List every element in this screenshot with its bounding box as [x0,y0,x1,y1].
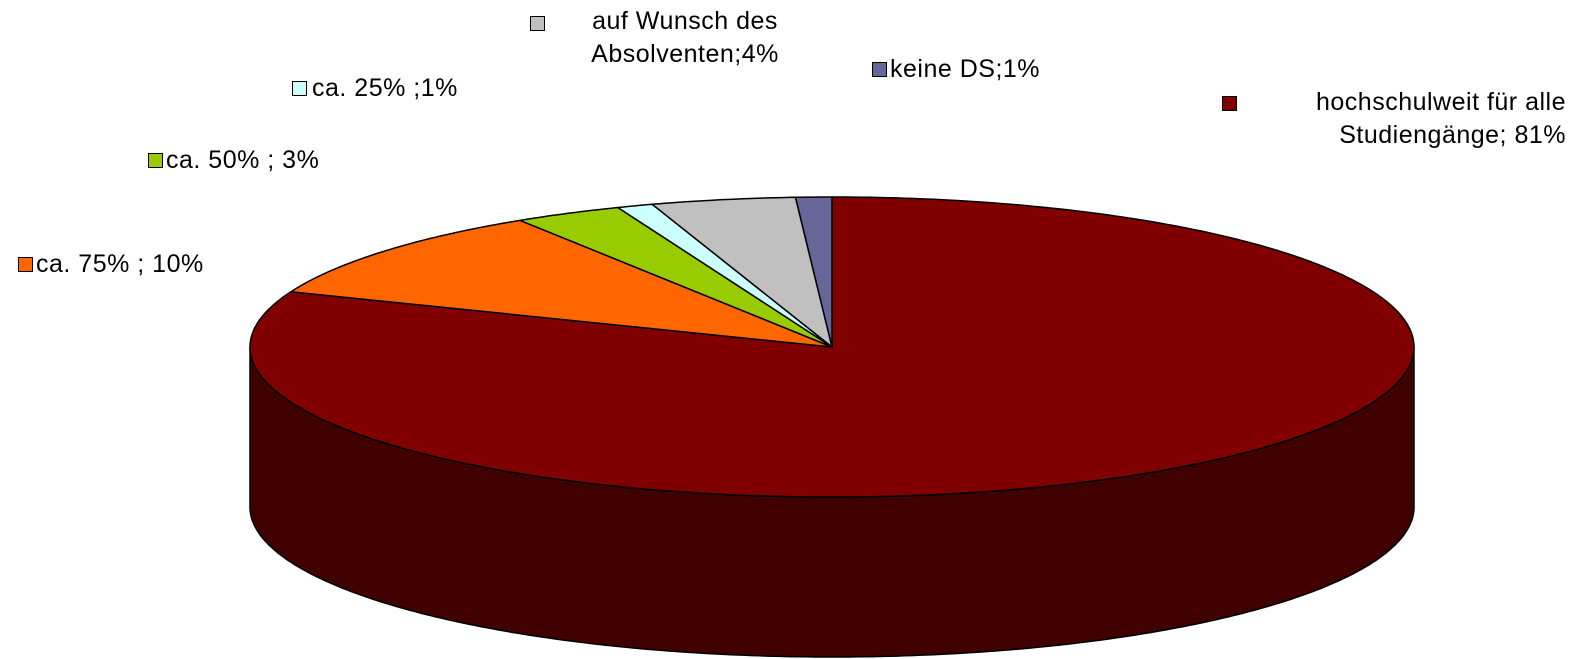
slice [290,219,833,348]
label-swatch [18,257,33,272]
label-swatch [872,62,887,77]
data-label: hochschulweit für alle Studiengänge; 81% [1315,88,1566,149]
slice [617,203,833,348]
slice [651,196,833,348]
label-swatch [148,153,163,168]
label-swatch [530,16,545,31]
data-label: ca. 50% ; 3% [166,146,320,174]
data-label: ca. 25% ;1% [312,74,458,102]
data-label: keine DS;1% [890,55,1041,83]
slice [794,196,833,348]
label-swatch [1222,96,1237,111]
slice [519,206,833,348]
data-label: ca. 75% ; 10% [36,250,204,278]
data-label: auf Wunsch des Absolventen;4% [591,7,779,68]
label-swatch [292,81,307,96]
